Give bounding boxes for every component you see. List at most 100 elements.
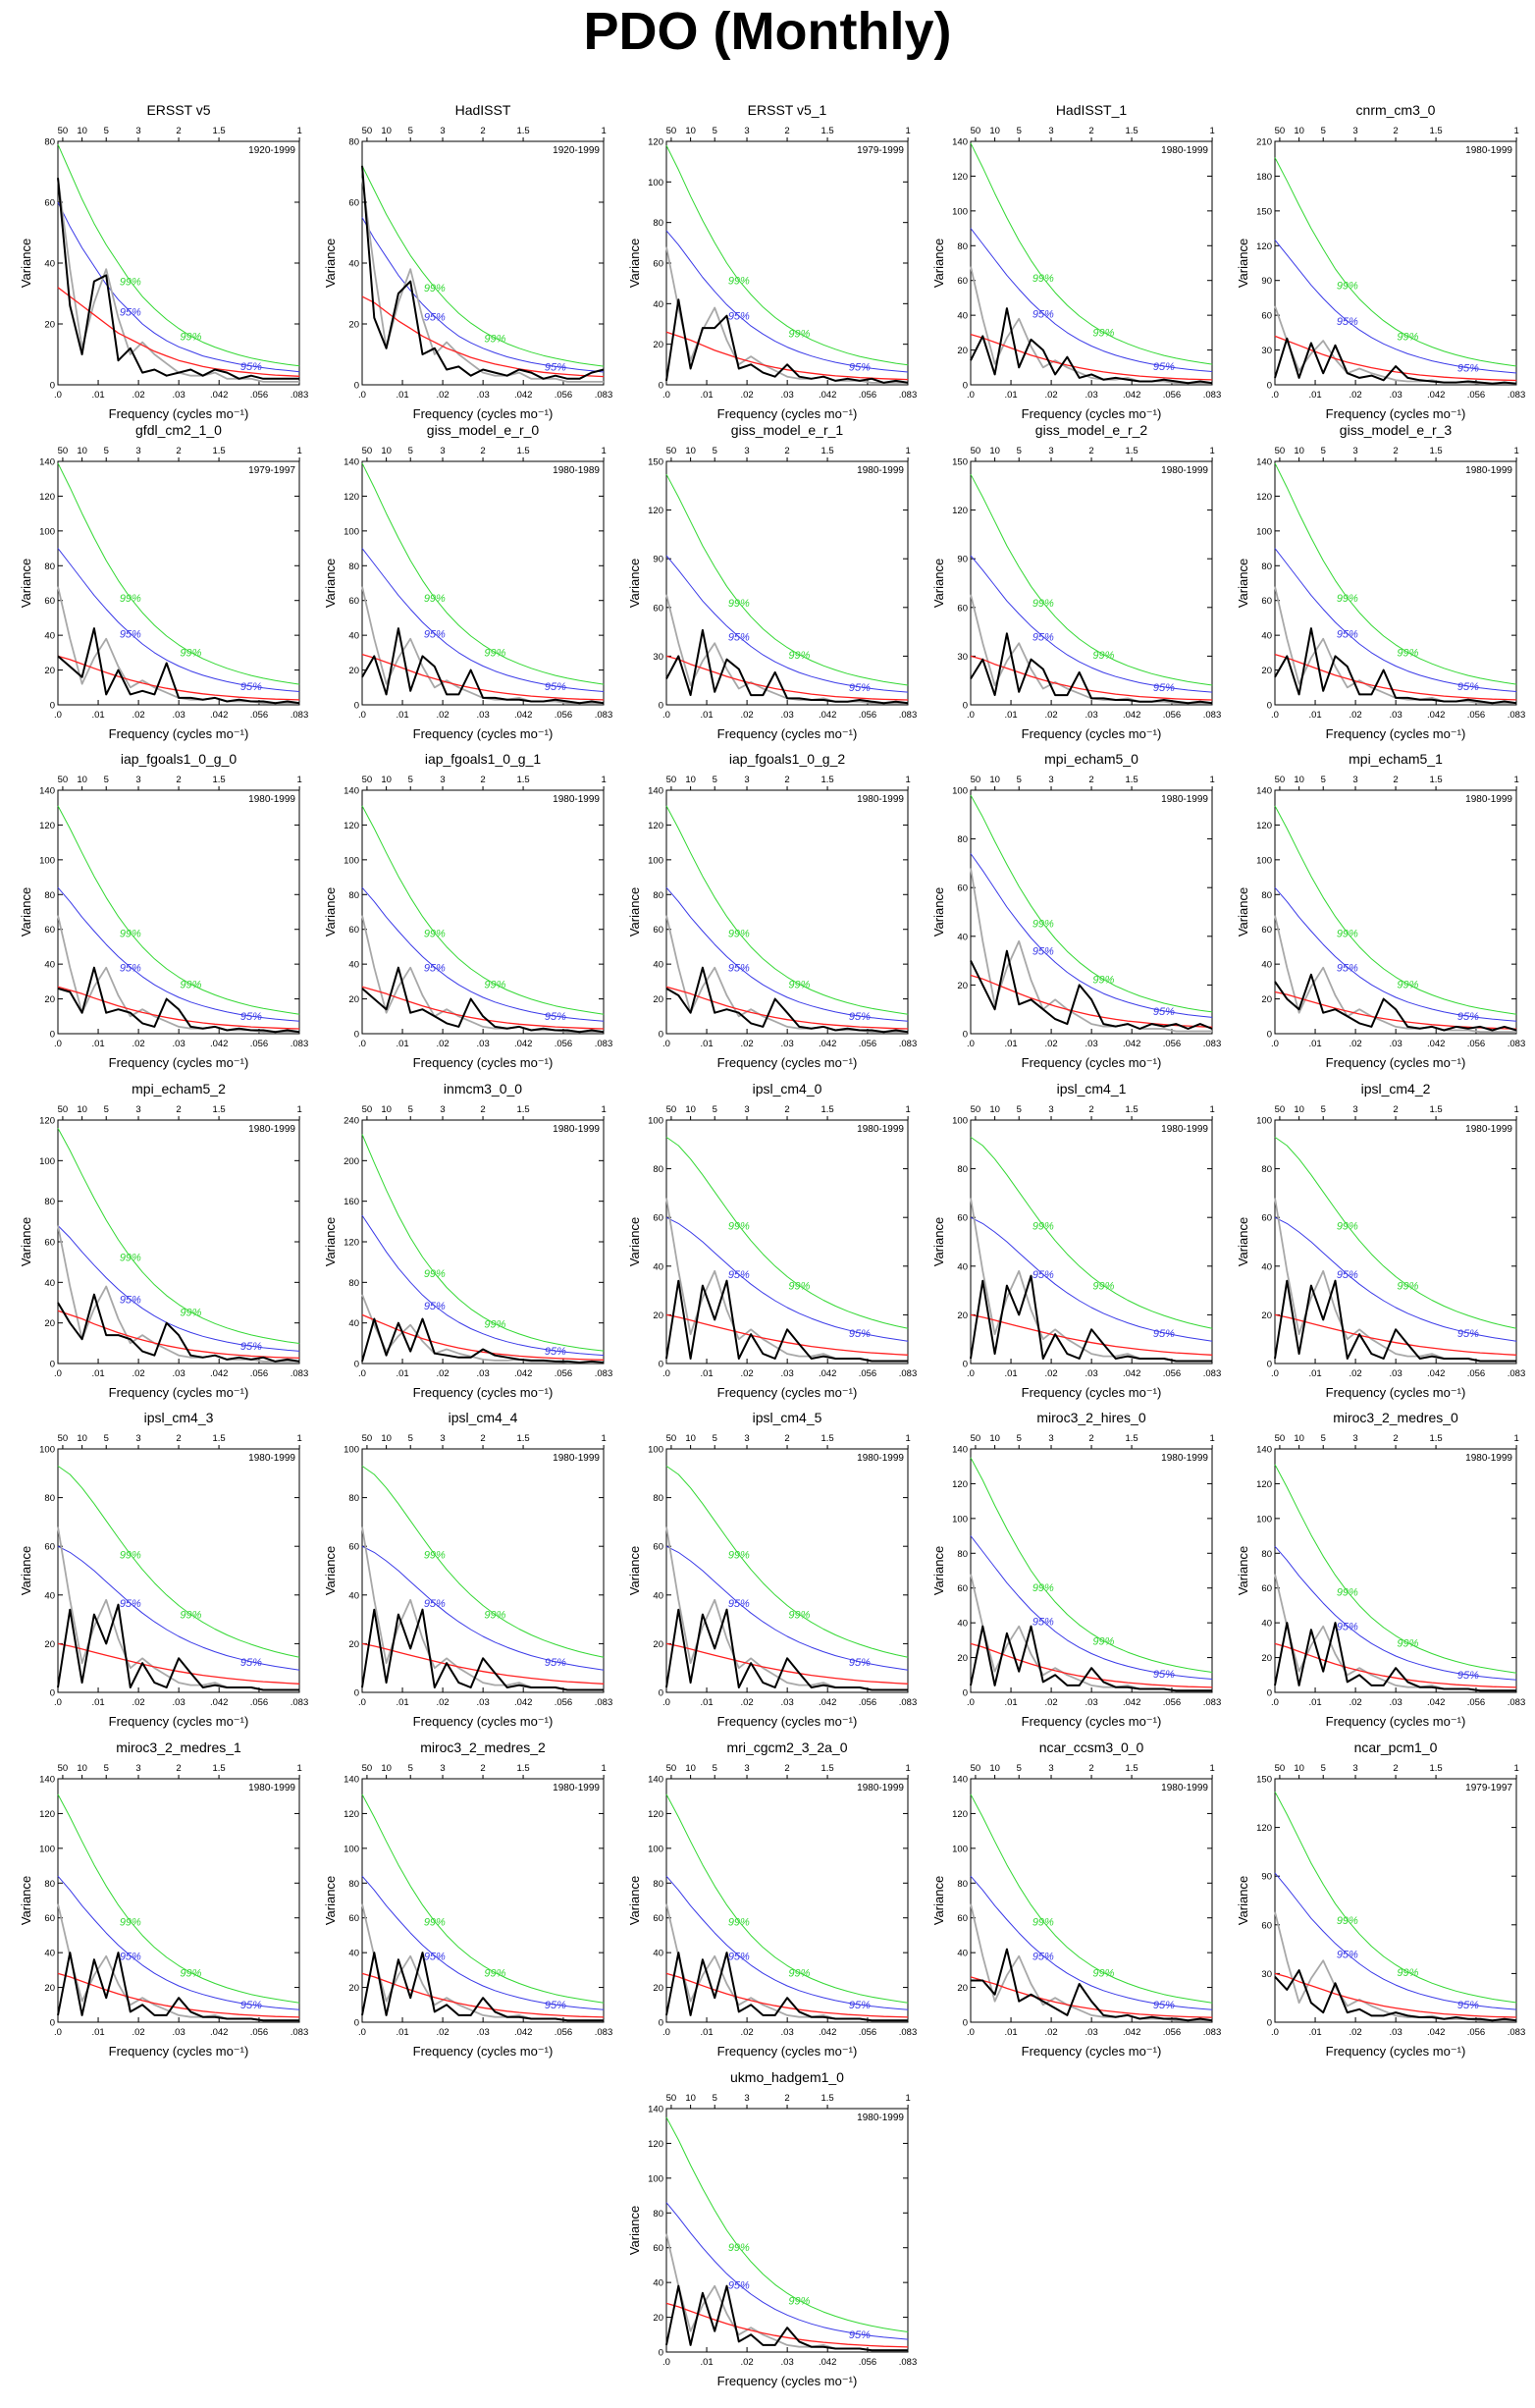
x-tick-label: .03	[173, 390, 185, 401]
x-tick-label: .03	[173, 1039, 185, 1049]
top-tick-label: 2	[1088, 775, 1093, 785]
x-tick-label: .03	[173, 1697, 185, 1708]
x-axis-label: Frequency (cycles mo⁻¹)	[717, 2374, 858, 2388]
series-line-red-noise	[57, 1642, 300, 1685]
top-tick-label: 5	[713, 2093, 717, 2104]
y-tick-label: 40	[1261, 1619, 1272, 1630]
x-tick-label: .042	[819, 1697, 837, 1708]
x-tick-label: .02	[1044, 1368, 1057, 1379]
period-label: 1979-1997	[248, 465, 295, 476]
label-95-b: 95%	[849, 1011, 871, 1023]
series-line-99	[1274, 1791, 1517, 2004]
x-tick-label: .083	[1508, 1039, 1526, 1049]
x-tick-label: .02	[1044, 710, 1057, 721]
y-tick-label: 100	[648, 178, 663, 188]
y-tick-label: 30	[1261, 346, 1272, 356]
top-tick-label: 1.5	[1125, 126, 1138, 136]
panel-title: ncar_ccsm3_0_0	[1039, 1739, 1144, 1755]
label-99-b: 99%	[1092, 1281, 1114, 1293]
top-tick-label: 2	[176, 1104, 181, 1115]
x-tick-label: .056	[1163, 710, 1182, 721]
x-tick-label: .042	[1427, 1697, 1446, 1708]
y-tick-label: 60	[44, 1238, 55, 1249]
series-line-99	[57, 1128, 300, 1344]
series-line-observed	[970, 632, 1213, 705]
y-tick-label: 100	[39, 1156, 55, 1167]
top-tick-label: 3	[744, 2093, 749, 2104]
series-line-observed	[970, 949, 1213, 1030]
x-tick-label: .0	[662, 2357, 670, 2368]
top-tick-label: 1.5	[820, 1763, 833, 1774]
x-tick-label: .02	[1044, 1039, 1057, 1049]
top-tick-label: 10	[1294, 446, 1304, 456]
x-tick-label: .083	[595, 1697, 613, 1708]
x-tick-label: .0	[54, 710, 62, 721]
plot-frame	[970, 140, 1213, 386]
label-99-a: 99%	[728, 276, 750, 288]
y-tick-label: 60	[957, 1583, 968, 1594]
series-line-observed-ref	[970, 1198, 1213, 1363]
panel-title: gfdl_cm2_1_0	[135, 422, 222, 438]
x-tick-label: .02	[132, 1039, 144, 1049]
x-tick-label: .01	[91, 390, 104, 401]
label-99-a: 99%	[120, 593, 141, 605]
y-tick-label: 120	[952, 172, 968, 183]
y-tick-label: 150	[1256, 206, 1272, 217]
label-99-a: 99%	[424, 593, 446, 605]
top-tick-label: 3	[135, 1433, 140, 1444]
label-95-a: 95%	[424, 1301, 446, 1312]
top-tick-label: 3	[440, 1433, 445, 1444]
y-tick-label: 140	[648, 786, 663, 797]
label-95-b: 95%	[849, 682, 871, 694]
y-tick-label: 20	[653, 1311, 663, 1321]
x-tick-label: .042	[819, 1039, 837, 1049]
period-label: 1980-1999	[857, 1124, 904, 1135]
top-tick-label: 1	[1513, 1763, 1518, 1774]
top-tick-label: 1.5	[516, 446, 529, 456]
label-99-a: 99%	[1337, 280, 1358, 292]
label-95-b: 95%	[240, 681, 262, 693]
x-axis-label: Frequency (cycles mo⁻¹)	[413, 1385, 554, 1400]
top-tick-label: 1.5	[820, 126, 833, 136]
x-tick-label: .056	[250, 390, 269, 401]
x-tick-label: .083	[1508, 710, 1526, 721]
x-tick-label: .056	[1163, 1039, 1182, 1049]
top-tick-label: 3	[440, 446, 445, 456]
y-tick-label: 120	[344, 821, 359, 831]
top-tick-label: 1.5	[212, 775, 225, 785]
top-tick-label: 1.5	[1125, 1433, 1138, 1444]
y-tick-label: 80	[1261, 1549, 1272, 1560]
top-tick-label: 50	[971, 126, 981, 136]
x-tick-label: .042	[210, 1697, 229, 1708]
label-95-a: 95%	[424, 628, 446, 640]
y-tick-label: 0	[963, 1688, 968, 1699]
period-label: 1980-1999	[1161, 1124, 1208, 1135]
label-99-b: 99%	[788, 2296, 810, 2308]
label-95-b: 95%	[1153, 1006, 1175, 1018]
series-line-99	[361, 165, 605, 367]
series-line-red-noise	[1274, 653, 1517, 701]
y-tick-label: 90	[1261, 1872, 1272, 1883]
y-tick-label: 80	[653, 1164, 663, 1175]
top-tick-label: 3	[744, 446, 749, 456]
top-tick-label: 10	[77, 1433, 87, 1444]
y-tick-label: 100	[1256, 526, 1272, 537]
x-tick-label: .083	[291, 1368, 309, 1379]
x-tick-label: .042	[514, 710, 533, 721]
top-tick-label: 10	[989, 1104, 1000, 1115]
top-tick-label: 10	[1294, 775, 1304, 785]
top-tick-label: 3	[1352, 775, 1357, 785]
label-99-a: 99%	[424, 1549, 446, 1561]
x-tick-label: .03	[781, 2027, 794, 2038]
top-tick-label: 10	[685, 1763, 696, 1774]
y-tick-label: 60	[957, 883, 968, 894]
top-tick-label: 2	[784, 446, 789, 456]
x-axis-label: Frequency (cycles mo⁻¹)	[1022, 1385, 1162, 1400]
series-line-observed	[1274, 337, 1517, 385]
top-tick-label: 5	[713, 1433, 717, 1444]
y-tick-label: 100	[39, 1445, 55, 1456]
period-label: 1980-1999	[553, 1124, 600, 1135]
label-95-a: 95%	[120, 962, 141, 974]
plot-frame	[57, 140, 300, 386]
label-99-b: 99%	[1397, 1281, 1418, 1293]
